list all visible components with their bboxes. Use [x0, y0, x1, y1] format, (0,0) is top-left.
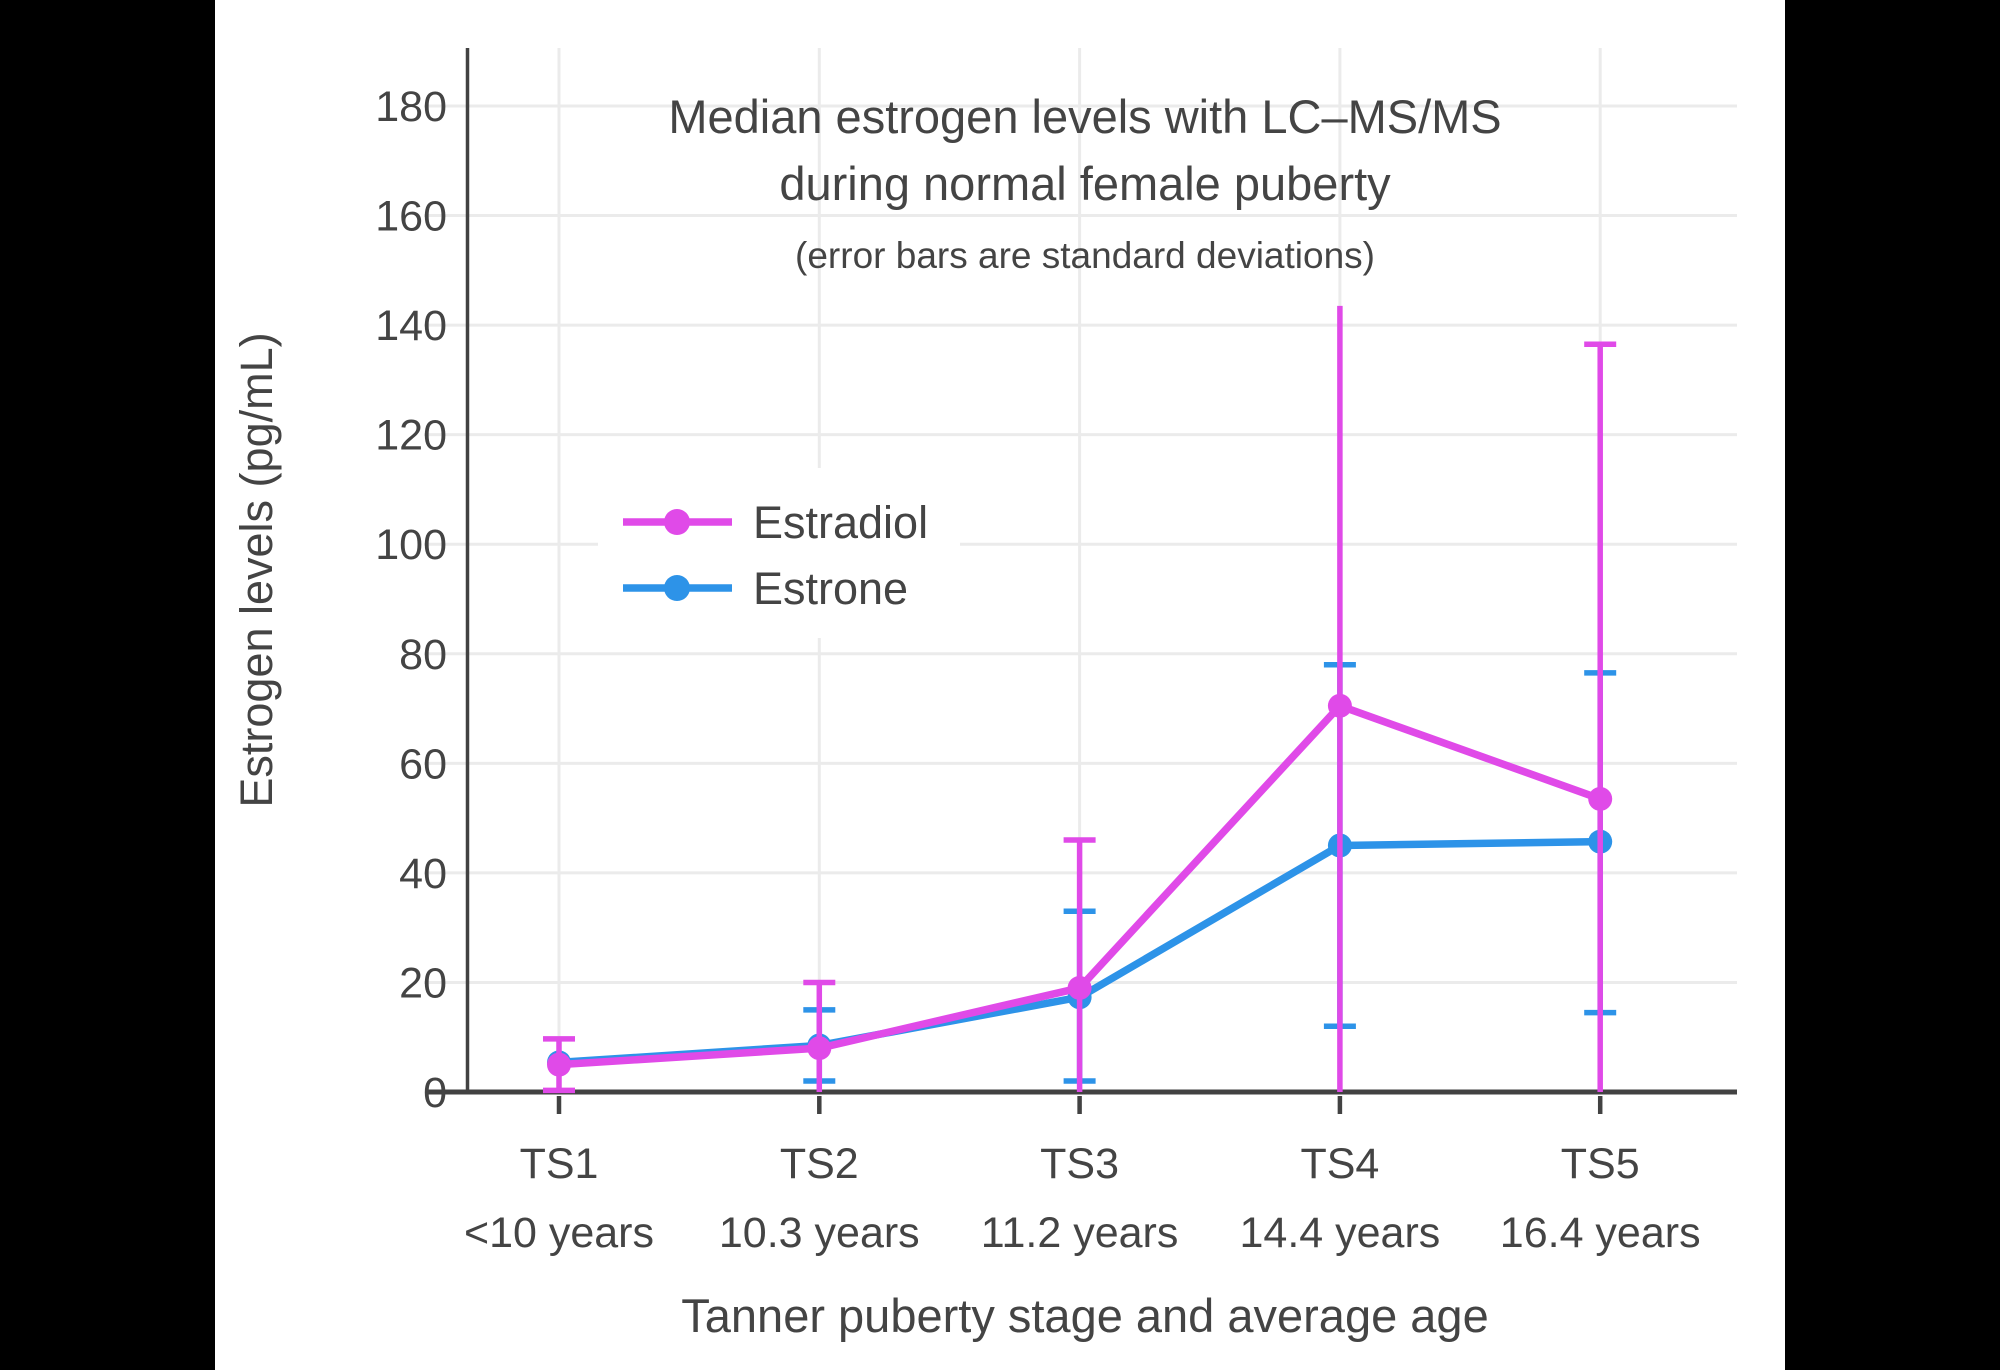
chart-title-line1: Median estrogen levels with LC–MS/MS — [668, 90, 1501, 143]
x-tick-label-age: 11.2 years — [981, 1209, 1179, 1257]
y-tick-label: 140 — [375, 302, 447, 350]
x-tick-label-stage: TS1 — [520, 1140, 599, 1188]
y-tick-label: 40 — [399, 850, 447, 898]
data-point-estradiol-ts4 — [1327, 693, 1352, 718]
x-tick-label-age: 16.4 years — [1500, 1209, 1701, 1257]
data-series — [543, 305, 1617, 1094]
legend-bg-rect — [598, 468, 960, 638]
x-tick-label-age: <10 years — [464, 1209, 654, 1257]
y-tick-label: 80 — [399, 631, 447, 679]
tick-labels: 0 20 40 60 80 100 120 140 160 180 TS1 TS2 TS3 TS4 TS5 <… — [375, 83, 1700, 1257]
chart-subtitle: (error bars are standard deviations) — [795, 235, 1375, 276]
legend-label-estrone: Estrone — [753, 563, 908, 614]
x-tick-label-age: 10.3 years — [719, 1209, 920, 1257]
y-tick-label: 0 — [423, 1069, 447, 1117]
legend: Estradiol Estrone — [623, 497, 928, 614]
chart-title-line2: during normal female puberty — [779, 157, 1391, 210]
x-tick-label-age: 14.4 years — [1240, 1209, 1441, 1257]
legend-marker-estrone — [664, 575, 690, 601]
y-tick-label: 100 — [375, 521, 447, 569]
x-tick-label-stage: TS4 — [1300, 1140, 1379, 1188]
legend-background — [598, 468, 960, 638]
legend-label-estradiol: Estradiol — [753, 497, 928, 548]
chart-canvas — [215, 0, 1785, 1370]
legend-item-estrone: Estrone — [623, 563, 908, 614]
data-point-estradiol-ts1 — [547, 1052, 571, 1077]
x-axis-title: Tanner puberty stage and average age — [681, 1289, 1488, 1342]
data-point-estradiol-ts2 — [807, 1036, 832, 1061]
data-point-estradiol-ts5 — [1588, 786, 1613, 811]
y-tick-label: 160 — [375, 193, 447, 241]
x-tick-label-stage: TS2 — [780, 1140, 859, 1188]
y-axis-title: Estrogen levels (pg/mL) — [231, 332, 282, 807]
axes — [428, 48, 1737, 1114]
x-tick-label-stage: TS5 — [1561, 1140, 1640, 1188]
y-tick-label: 180 — [375, 83, 447, 131]
legend-marker-estradiol — [664, 509, 690, 535]
y-tick-label: 120 — [375, 412, 447, 460]
legend-item-estradiol: Estradiol — [623, 497, 928, 548]
y-tick-label: 60 — [399, 740, 447, 788]
x-tick-label-stage: TS3 — [1040, 1140, 1119, 1188]
y-tick-label: 20 — [399, 959, 447, 1007]
data-point-estradiol-ts3 — [1067, 975, 1092, 1000]
